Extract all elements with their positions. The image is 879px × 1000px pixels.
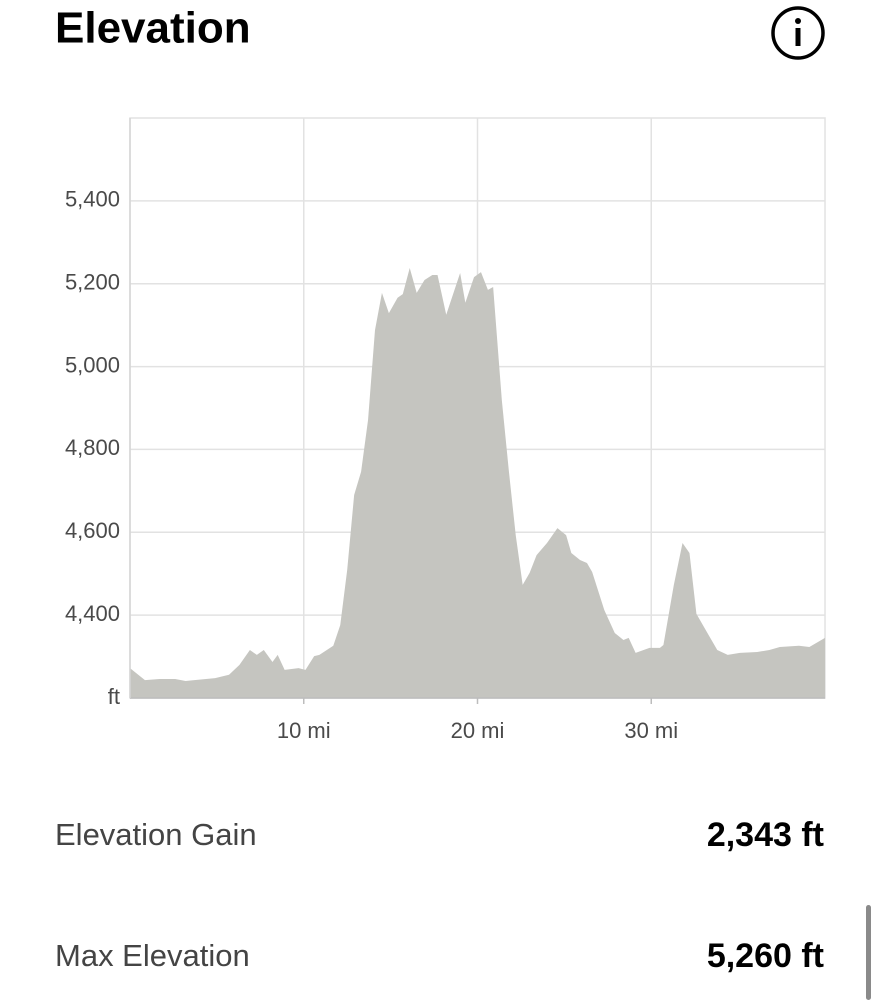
scrollbar	[866, 905, 871, 1000]
x-tick-label: 20 mi	[451, 718, 505, 743]
y-tick-label: 5,200	[65, 270, 120, 295]
y-tick-label: 4,800	[65, 435, 120, 460]
x-tick-label: 30 mi	[624, 718, 678, 743]
stat-value: 2,343 ft	[707, 816, 824, 854]
stat-label: Elevation Gain	[55, 817, 257, 852]
elevation-area	[130, 267, 825, 698]
chart: ft 4,400 4,600 4,800 5,000 5,200 5,400 10 mi 20 …	[65, 117, 826, 743]
info-button[interactable]	[771, 6, 825, 60]
stat-label: Max Elevation	[55, 938, 250, 973]
y-tick-label: 5,400	[65, 187, 120, 212]
y-tick-label: ft	[108, 684, 120, 709]
y-tick-label: 4,600	[65, 518, 120, 543]
stat-value: 5,260 ft	[707, 937, 824, 975]
page-title: Elevation	[55, 4, 251, 53]
y-tick-label: 4,400	[65, 601, 120, 626]
y-tick-label: 5,000	[65, 352, 120, 377]
x-tick-label: 10 mi	[277, 718, 331, 743]
